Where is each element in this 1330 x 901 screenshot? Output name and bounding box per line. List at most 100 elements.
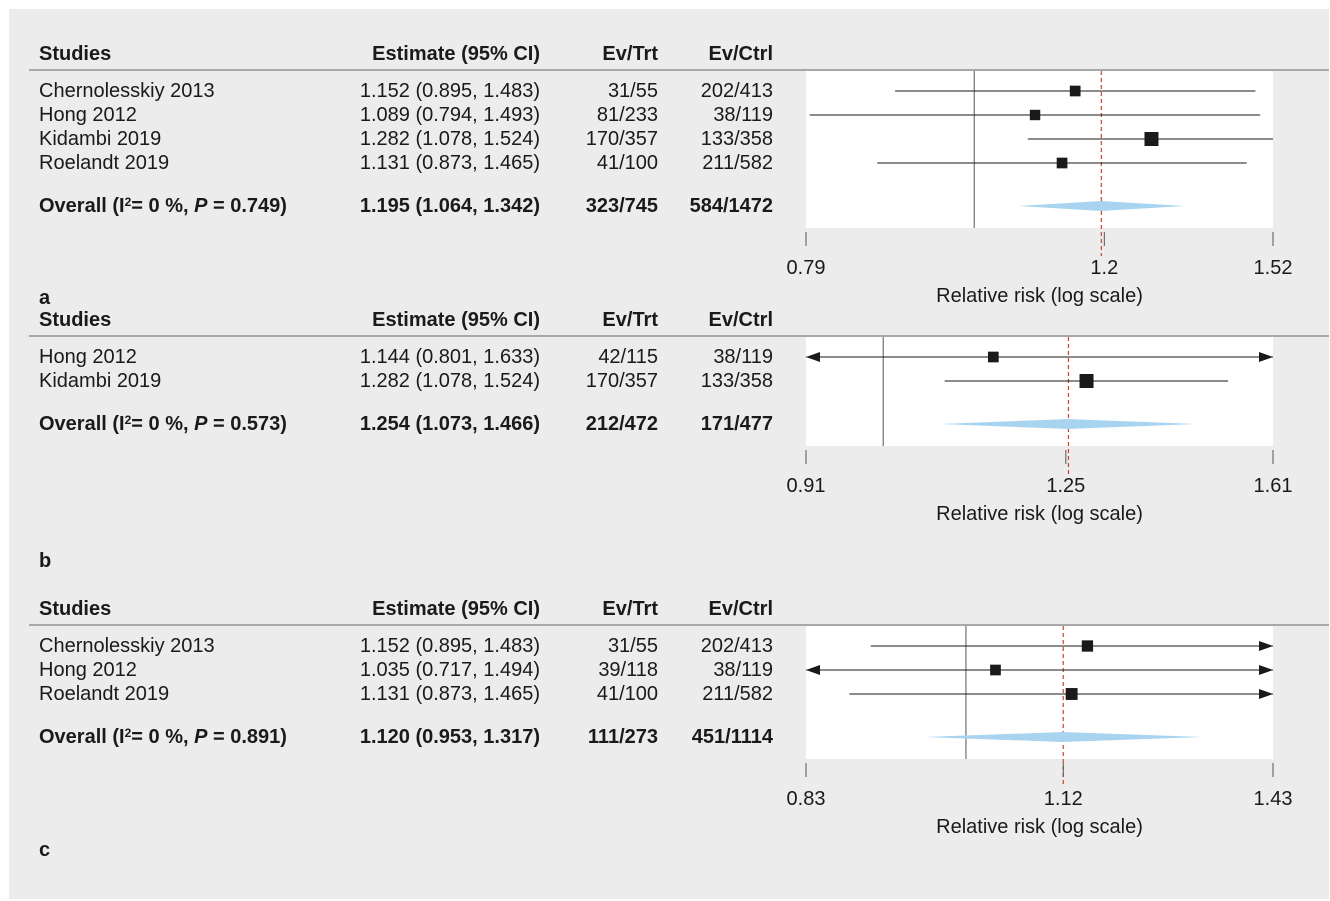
study-name: Chernolesskiy 2013: [39, 635, 215, 657]
study-estimate: 1.131 (0.873, 1.465): [359, 683, 540, 705]
overall-estimate: 1.254 (1.073, 1.466): [359, 413, 540, 435]
panel-label: c: [39, 839, 51, 861]
forest-panel-a: Studies Estimate (95% CI) Ev/Trt Ev/Ctrl Che…: [9, 9, 1329, 309]
study-ev-trt: 81/233: [596, 104, 658, 126]
header-ev-ctrl: Ev/Ctrl: [708, 309, 773, 331]
x-tick-label: 1.25: [1046, 475, 1085, 497]
overall-ev-trt: 212/472: [585, 413, 658, 435]
study-estimate: 1.131 (0.873, 1.465): [359, 152, 540, 174]
x-tick-label: 1.2: [1090, 257, 1118, 279]
header-studies: Studies: [39, 309, 112, 331]
forest-panel-c: Studies Estimate (95% CI) Ev/Trt Ev/Ctrl Che…: [9, 564, 1329, 861]
x-tick-label: 1.12: [1044, 788, 1083, 810]
x-axis-title: Relative risk (log scale): [936, 285, 1143, 307]
study-ev-ctrl: 38/119: [713, 346, 773, 368]
study-ev-ctrl: 211/582: [702, 152, 773, 174]
study-ev-ctrl: 38/119: [713, 659, 773, 681]
study-point-marker: [1144, 132, 1159, 146]
study-point-marker: [1056, 157, 1068, 169]
header-ev-trt: Ev/Trt: [602, 43, 658, 65]
ci-arrow-right-icon: [1259, 665, 1273, 675]
study-name: Kidambi 2019: [39, 370, 162, 392]
x-tick-label: 0.79: [787, 257, 826, 279]
study-ev-ctrl: 133/358: [700, 128, 773, 150]
header-estimate: Estimate (95% CI): [372, 598, 540, 620]
header-rule: [29, 624, 1329, 626]
study-name: Hong 2012: [39, 346, 137, 368]
study-name: Kidambi 2019: [39, 128, 162, 150]
header-rule: [29, 69, 1329, 71]
header-estimate: Estimate (95% CI): [372, 43, 540, 65]
forest-panel-b: Studies Estimate (95% CI) Ev/Trt Ev/Ctrl Hon…: [9, 275, 1329, 572]
study-estimate: 1.035 (0.717, 1.494): [359, 659, 540, 681]
header-ev-trt: Ev/Trt: [602, 598, 658, 620]
study-ev-trt: 31/55: [607, 635, 658, 657]
study-estimate: 1.152 (0.895, 1.483): [359, 80, 540, 102]
overall-ev-trt: 323/745: [585, 195, 658, 217]
study-ev-trt: 42/115: [598, 346, 658, 368]
study-point-marker: [1069, 85, 1081, 97]
forest-plot-area: 0.91 1.25 1.61 Relative risk (log scale): [787, 337, 1293, 525]
plot-background: [806, 337, 1273, 446]
study-point-marker: [990, 664, 1001, 676]
panel-label: a: [39, 287, 51, 309]
study-ev-trt: 31/55: [607, 80, 658, 102]
study-point-marker: [987, 351, 999, 363]
header-studies: Studies: [39, 598, 112, 620]
ci-arrow-right-icon: [1259, 689, 1273, 699]
overall-diamond: [940, 419, 1197, 429]
forest-plot-area: 0.79 1.2 1.52 Relative risk (log scale): [787, 71, 1292, 307]
study-name: Roelandt 2019: [39, 152, 170, 174]
study-estimate: 1.152 (0.895, 1.483): [359, 635, 540, 657]
overall-ev-trt: 111/273: [587, 726, 658, 748]
x-axis-title: Relative risk (log scale): [936, 503, 1143, 525]
overall-label: Overall (I2= 0 %, P = 0.891): [39, 726, 287, 748]
study-name: Hong 2012: [39, 659, 137, 681]
plot-background: [806, 71, 1273, 228]
study-name: Roelandt 2019: [39, 683, 170, 705]
study-ev-ctrl: 202/413: [700, 635, 773, 657]
study-name: Chernolesskiy 2013: [39, 80, 215, 102]
x-tick-label: 1.43: [1254, 788, 1293, 810]
study-estimate: 1.089 (0.794, 1.493): [359, 104, 540, 126]
overall-ev-ctrl: 171/477: [700, 413, 773, 435]
forest-plot-area: 0.83 1.12 1.43 Relative risk (log scale): [787, 626, 1293, 838]
overall-estimate: 1.120 (0.953, 1.317): [359, 726, 540, 748]
study-ev-ctrl: 133/358: [700, 370, 773, 392]
forest-plot-figure: Studies Estimate (95% CI) Ev/Trt Ev/Ctrl Che…: [9, 9, 1329, 899]
study-estimate: 1.282 (1.078, 1.524): [359, 370, 540, 392]
header-estimate: Estimate (95% CI): [372, 309, 540, 331]
header-ev-trt: Ev/Trt: [602, 309, 658, 331]
study-ev-trt: 41/100: [596, 152, 658, 174]
ci-arrow-left-icon: [806, 665, 820, 675]
study-ev-trt: 170/357: [585, 370, 658, 392]
overall-label: Overall (I2= 0 %, P = 0.749): [39, 195, 287, 217]
study-ev-ctrl: 202/413: [700, 80, 773, 102]
header-ev-ctrl: Ev/Ctrl: [708, 598, 773, 620]
ci-arrow-right-icon: [1259, 352, 1273, 362]
study-point-marker: [1065, 688, 1078, 700]
overall-diamond: [924, 732, 1203, 742]
header-rule: [29, 335, 1329, 337]
ci-arrow-left-icon: [806, 352, 820, 362]
study-point-marker: [1079, 374, 1094, 388]
header-ev-ctrl: Ev/Ctrl: [708, 43, 773, 65]
header-studies: Studies: [39, 43, 112, 65]
study-ev-trt: 170/357: [585, 128, 658, 150]
study-estimate: 1.144 (0.801, 1.633): [359, 346, 540, 368]
overall-diamond: [1018, 201, 1185, 211]
overall-ev-ctrl: 451/1114: [691, 726, 773, 748]
overall-estimate: 1.195 (1.064, 1.342): [359, 195, 540, 217]
ci-arrow-right-icon: [1259, 641, 1273, 651]
study-ev-ctrl: 38/119: [713, 104, 773, 126]
study-ev-ctrl: 211/582: [702, 683, 773, 705]
study-ev-trt: 39/118: [598, 659, 658, 681]
overall-label: Overall (I2= 0 %, P = 0.573): [39, 413, 287, 435]
study-point-marker: [1029, 109, 1041, 121]
study-ev-trt: 41/100: [596, 683, 658, 705]
x-tick-label: 0.91: [787, 475, 826, 497]
x-tick-label: 1.61: [1254, 475, 1293, 497]
study-estimate: 1.282 (1.078, 1.524): [359, 128, 540, 150]
study-point-marker: [1081, 640, 1094, 652]
panel-label: b: [39, 550, 52, 572]
